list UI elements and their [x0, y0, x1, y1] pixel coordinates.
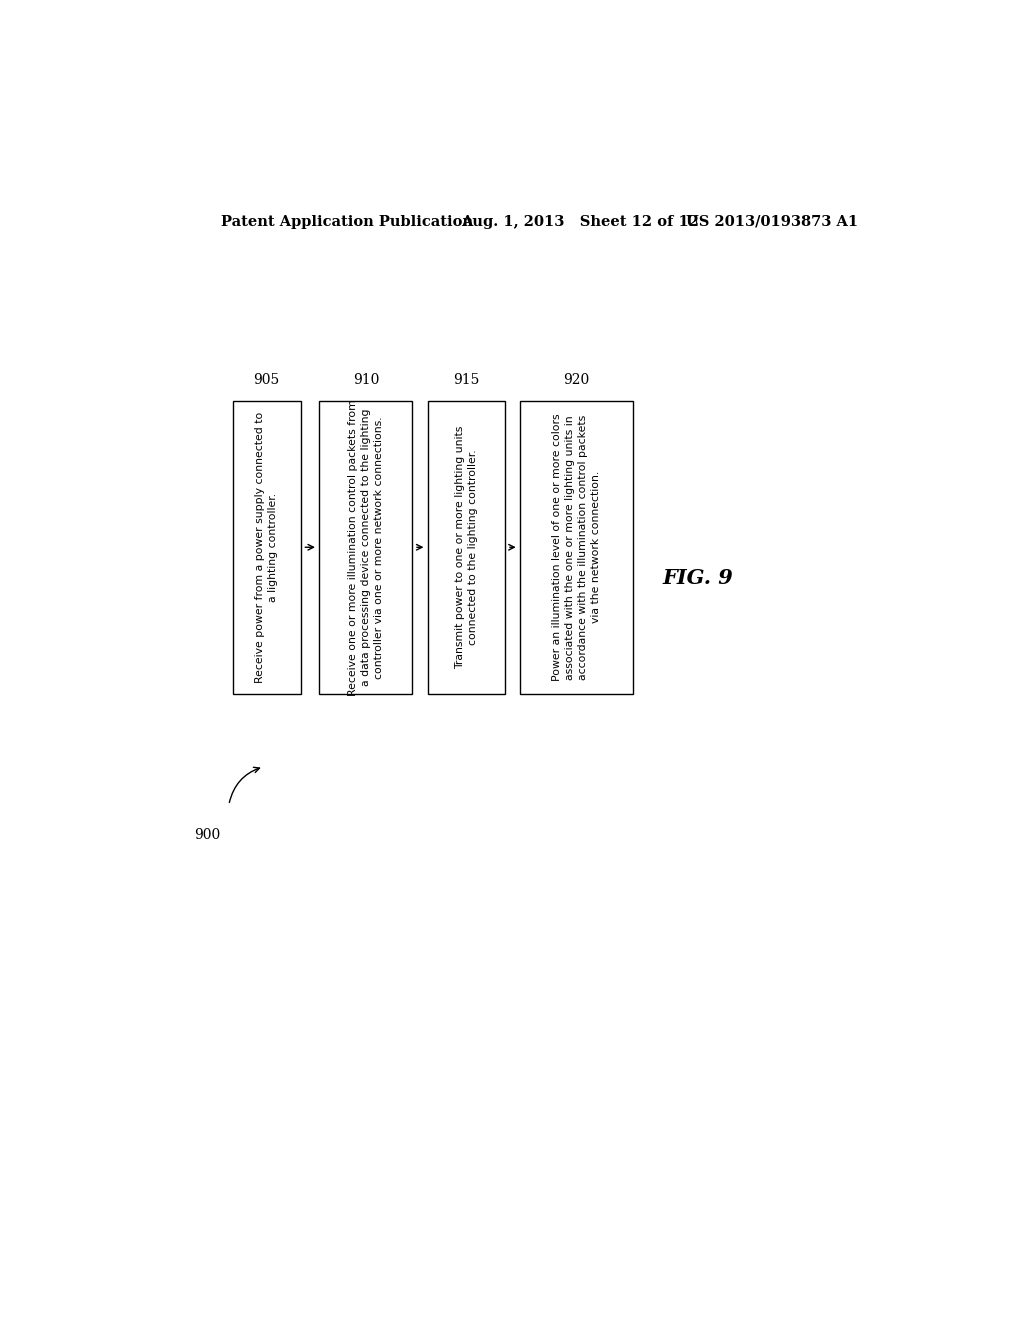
Text: Patent Application Publication: Patent Application Publication [221, 215, 473, 228]
Text: 900: 900 [194, 829, 220, 842]
Text: US 2013/0193873 A1: US 2013/0193873 A1 [686, 215, 858, 228]
Text: Receive one or more illumination control packets from
a data processing device c: Receive one or more illumination control… [348, 399, 384, 696]
Text: Receive power from a power supply connected to
a lighting controller.: Receive power from a power supply connec… [255, 412, 279, 682]
Text: 915: 915 [454, 374, 480, 387]
Text: Power an illumination level of one or more colors
associated with the one or mor: Power an illumination level of one or mo… [552, 413, 600, 681]
Bar [428, 401, 506, 693]
Bar [232, 401, 301, 693]
Text: 905: 905 [254, 374, 280, 387]
Text: FIG. 9: FIG. 9 [663, 568, 733, 587]
Text: 910: 910 [352, 374, 379, 387]
Text: Transmit power to one or more lighting units
connected to the lighting controlle: Transmit power to one or more lighting u… [456, 425, 478, 669]
Bar [520, 401, 633, 693]
Bar [319, 401, 413, 693]
Text: 920: 920 [563, 374, 590, 387]
Text: Aug. 1, 2013   Sheet 12 of 12: Aug. 1, 2013 Sheet 12 of 12 [461, 215, 699, 228]
